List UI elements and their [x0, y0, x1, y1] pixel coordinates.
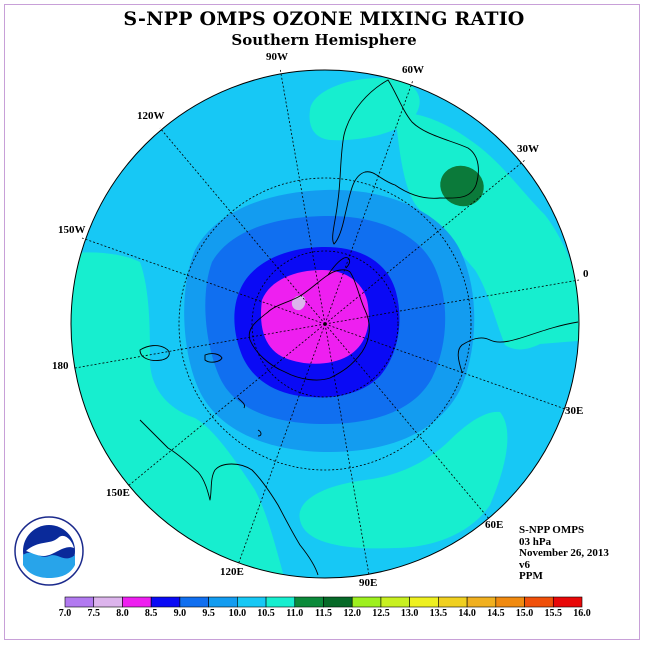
lon-label-60e: 60E	[485, 519, 504, 531]
coast-antarctic-peninsula	[327, 257, 351, 276]
colorbar-tick-label: 13.0	[400, 608, 419, 619]
coast-new-zealand	[139, 345, 170, 361]
colorbar-tick-label: 11.0	[286, 608, 304, 619]
colorbar-tick-label: 10.0	[228, 608, 247, 619]
lon-label-0: 0	[583, 268, 589, 280]
colorbar-tick-label: 15.5	[544, 608, 563, 619]
lon-label-90w: 90W	[266, 51, 288, 63]
coast-antarctica	[248, 269, 370, 381]
lon-label-150e: 150E	[106, 487, 130, 499]
lon-label-30w: 30W	[517, 143, 539, 155]
coast-tasmania	[204, 353, 223, 363]
lon-label-120e: 120E	[220, 566, 244, 578]
band-11-5-to-12	[440, 165, 484, 207]
colorbar-tick-label: 7.5	[87, 608, 100, 619]
coastlines	[139, 79, 579, 576]
colorbar-tick-label: 8.5	[144, 608, 158, 619]
info-instrument: S-NPP OMPS	[519, 524, 585, 536]
meridian-120w	[159, 127, 326, 325]
product-info: S-NPP OMPS 03 hPa November 26, 2013 v6 P…	[519, 524, 609, 583]
map-title: S-NPP OMPS OZONE MIXING RATIO	[123, 8, 525, 30]
colorbar-tick-label: 9.5	[202, 608, 215, 619]
coast-africa	[457, 321, 579, 373]
coast-islands-east	[237, 397, 262, 437]
map-subtitle: Southern Hemisphere	[231, 31, 417, 49]
colorbar-tick-label: 13.5	[429, 608, 448, 619]
band-8-to-8-5	[260, 270, 369, 364]
meridian-90w	[279, 67, 326, 325]
colorbar-tick-label: 12.5	[372, 608, 390, 619]
meridian-30e	[324, 323, 569, 411]
meridian-150e	[127, 323, 326, 487]
colorbar-tick-label: 9.0	[173, 608, 187, 619]
colorbar-tick-label: 12.0	[343, 608, 361, 619]
band-7-5-to-8	[291, 295, 306, 311]
colorbar-tick-label: 16.0	[573, 608, 591, 619]
map-border	[70, 69, 580, 579]
coast-south-america	[332, 79, 479, 245]
info-date: November 26, 2013	[519, 547, 609, 559]
meridian-0	[324, 279, 580, 325]
meridian-60w	[324, 79, 414, 325]
colorbar-tick-label: 15.0	[515, 608, 534, 619]
colorbar-tick-label: 8.0	[116, 608, 129, 619]
meridian-90e	[324, 323, 370, 576]
info-version: v6	[519, 558, 530, 571]
noaa-logo	[14, 516, 84, 586]
colorbar-tick-label: 7.0	[58, 608, 72, 619]
colorbar-tick-label: 14.5	[487, 608, 505, 619]
band-10-5-to-11-top	[309, 78, 420, 141]
colorbar-tick-label: 11.5	[315, 608, 332, 619]
info-units: PPM	[519, 570, 543, 582]
lon-label-60w: 60W	[402, 64, 424, 76]
lon-label-90e: 90E	[359, 577, 378, 589]
graticule	[74, 67, 580, 576]
meridian-120e	[237, 323, 326, 566]
lon-label-180: 180	[52, 360, 69, 372]
lon-label-30e: 30E	[565, 405, 584, 417]
latitude-circle-60	[178, 177, 472, 471]
band-10-5-to-11-right	[395, 112, 579, 350]
latitude-circle-75	[251, 250, 399, 398]
coast-australia	[139, 419, 319, 576]
info-level: 03 hPa	[519, 535, 552, 548]
meridian-60e	[324, 323, 491, 521]
colorbar-tick-label: 10.5	[257, 608, 275, 619]
lon-label-150w: 150W	[58, 224, 86, 236]
meridian-150w	[81, 237, 326, 325]
ozone-field	[71, 70, 579, 578]
band-10-5-to-11-bottom	[299, 411, 508, 549]
meridian-30w	[324, 159, 526, 325]
lon-label-120w: 120W	[137, 110, 165, 122]
colorbar-tick-label: 14.0	[458, 608, 476, 619]
